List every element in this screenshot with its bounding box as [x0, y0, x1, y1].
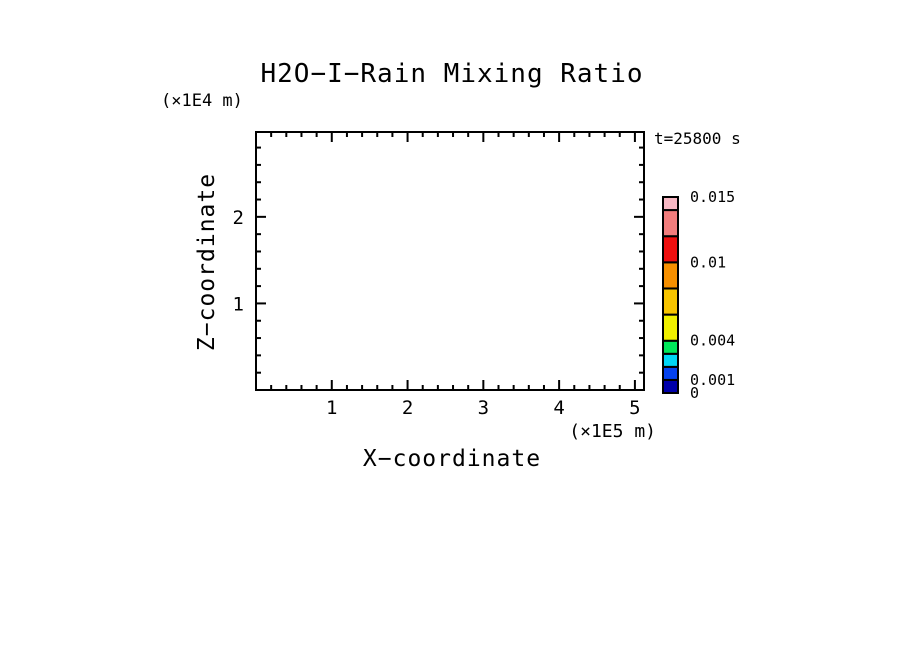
x-axis-tick-label: 2 [402, 397, 413, 419]
x-axis-tick-label: 3 [478, 397, 489, 419]
colorbar-segment [662, 235, 679, 264]
colorbar-segment [662, 378, 679, 394]
chart-title: H2O−I−Rain Mixing Ratio [260, 59, 644, 89]
y-axis-unit-label: (×1E4 m) [161, 91, 243, 111]
x-axis-tick-label: 5 [629, 397, 640, 419]
x-axis-tick-label: 1 [326, 397, 337, 419]
colorbar-segment [662, 365, 679, 381]
colorbar-tick-label: 0.015 [690, 188, 735, 206]
x-axis-tick-label: 4 [553, 397, 564, 419]
colorbar-segment [662, 196, 679, 212]
colorbar-segment [662, 313, 679, 342]
y-axis-tick-label: 1 [233, 293, 244, 315]
colorbar-tick-label: 0 [690, 384, 699, 402]
colorbar-segment [662, 261, 679, 290]
colorbar-tick-label: 0.01 [690, 253, 726, 271]
colorbar-segment [662, 352, 679, 368]
y-axis-title: Z−coordinate [194, 172, 220, 352]
x-axis-unit-label: (×1E5 m) [569, 421, 656, 442]
colorbar-tick-label: 0.001 [690, 371, 735, 389]
time-annotation: t=25800 s [654, 129, 741, 148]
x-axis-title: X−coordinate [362, 446, 542, 472]
colorbar-segment [662, 287, 679, 316]
y-axis-tick-label: 2 [233, 207, 244, 229]
colorbar-segment [662, 339, 679, 355]
colorbar-tick-label: 0.004 [690, 332, 735, 350]
plot-frame [255, 131, 645, 391]
colorbar-segment [662, 209, 679, 238]
